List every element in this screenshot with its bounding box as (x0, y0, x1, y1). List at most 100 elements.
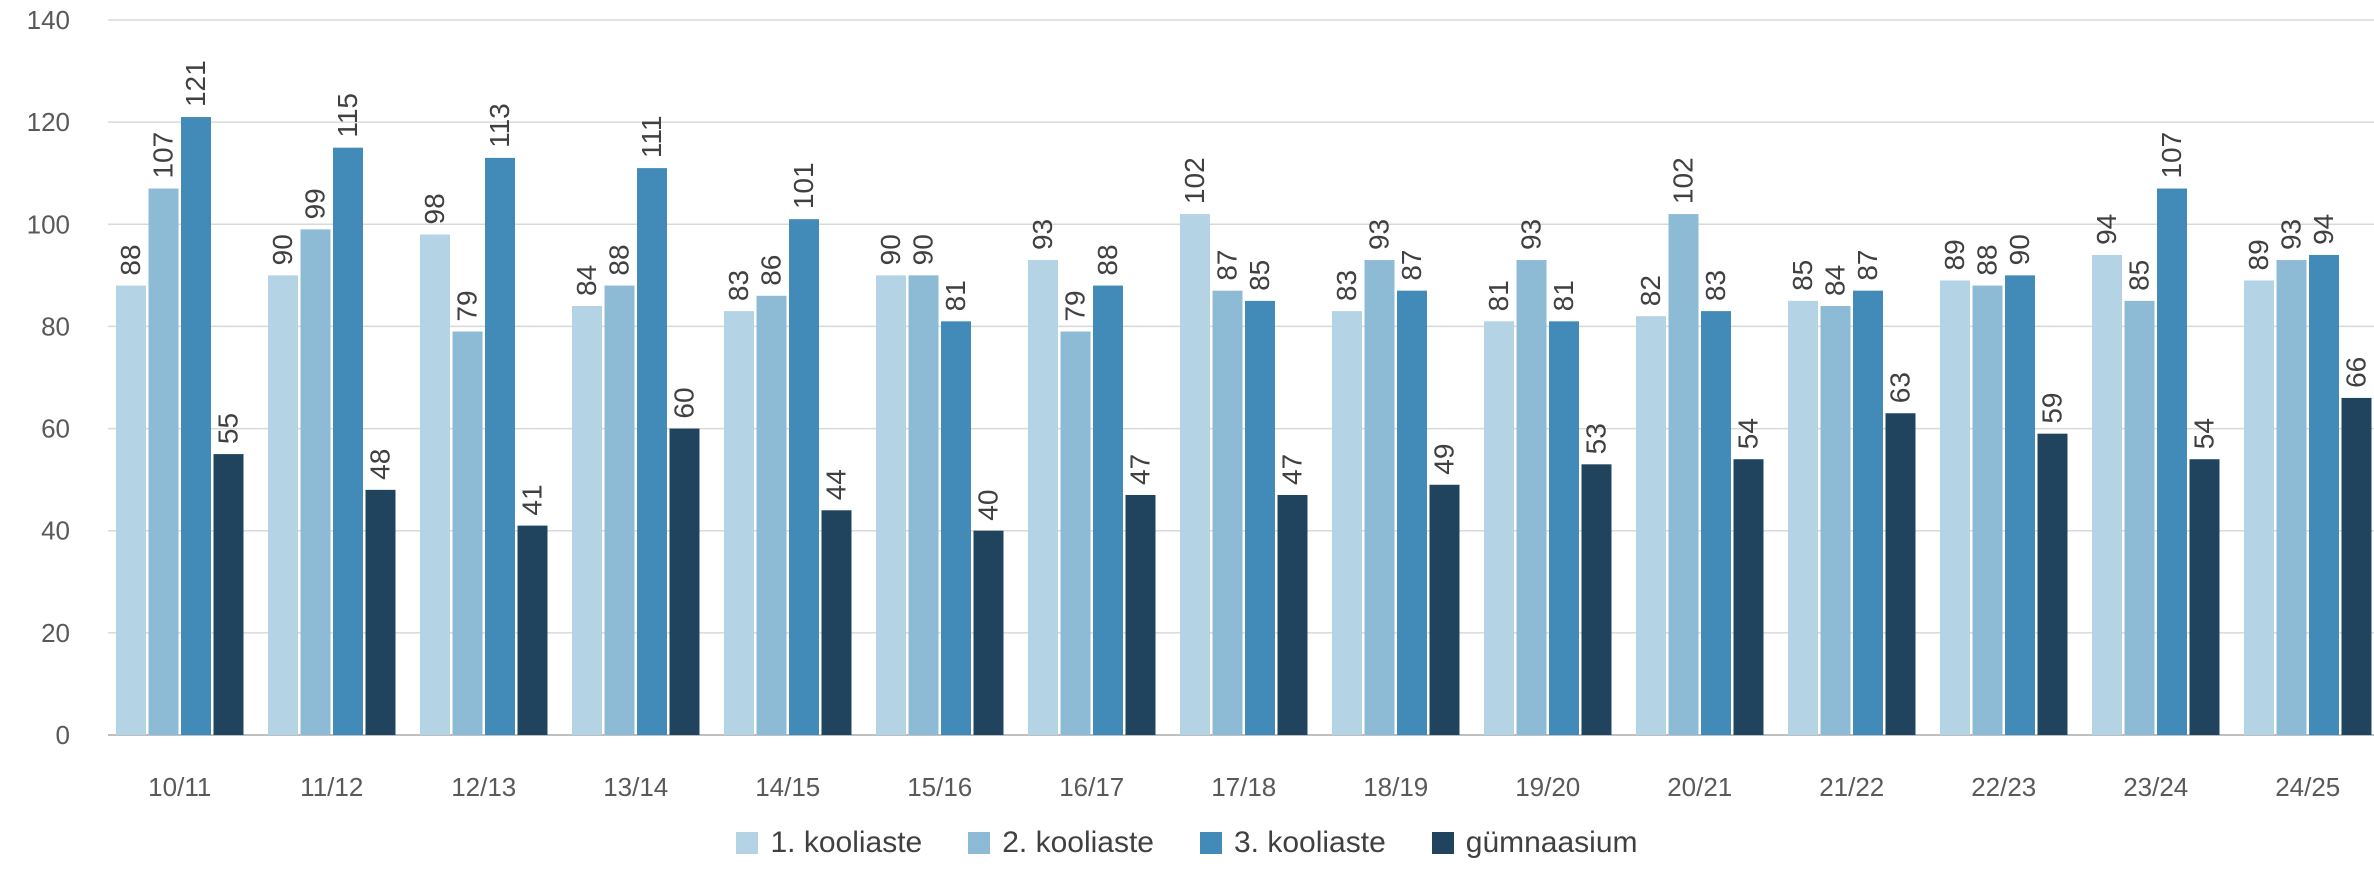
x-tick-label: 18/19 (1363, 772, 1428, 802)
data-label: 54 (1733, 418, 1764, 449)
bar (365, 489, 396, 735)
data-label: 94 (2308, 214, 2339, 245)
data-label: 107 (148, 132, 179, 179)
data-label: 98 (419, 193, 450, 224)
data-label: 83 (1700, 270, 1731, 301)
bar (1484, 321, 1514, 735)
data-label: 54 (2189, 418, 2220, 449)
data-label: 59 (2037, 393, 2068, 424)
data-label: 49 (1429, 444, 1460, 475)
bar (1277, 494, 1308, 735)
data-label: 102 (1668, 157, 1699, 204)
bar (1549, 321, 1579, 735)
bar (1820, 306, 1851, 735)
data-label: 93 (2276, 219, 2307, 250)
bar (876, 275, 906, 735)
bar (1516, 260, 1547, 735)
data-label: 93 (1364, 219, 1395, 250)
bar (181, 117, 211, 736)
legend-swatch-series-4 (1431, 832, 1454, 854)
bar (2244, 280, 2274, 735)
data-label: 94 (2091, 214, 2122, 245)
data-label: 85 (1244, 260, 1275, 291)
bar (1364, 260, 1395, 735)
data-label: 85 (2124, 260, 2155, 291)
x-tick-label: 22/23 (1971, 772, 2036, 802)
data-label: 90 (2004, 234, 2035, 265)
x-tick-label: 12/13 (451, 772, 516, 802)
data-label: 81 (1483, 280, 1514, 311)
bar (485, 157, 515, 736)
x-tick-label: 10/11 (148, 772, 211, 802)
bar (1972, 285, 2003, 735)
bar (148, 188, 179, 736)
data-label: 90 (267, 234, 298, 265)
bar (2092, 254, 2122, 735)
bar (1668, 214, 1699, 736)
bar (821, 510, 852, 735)
bar (1397, 290, 1427, 735)
data-label: 82 (1635, 275, 1666, 306)
bar (517, 525, 548, 735)
bar (572, 306, 602, 735)
data-label: 79 (452, 290, 483, 321)
data-label: 90 (875, 234, 906, 265)
data-label: 107 (2156, 132, 2187, 179)
legend-label-series-3: 3. kooliaste (1234, 826, 1386, 859)
data-label: 113 (484, 103, 515, 148)
x-tick-label: 14/15 (755, 772, 820, 802)
data-label: 88 (1092, 244, 1123, 275)
bar (2341, 397, 2372, 735)
x-tick-label: 21/22 (1819, 772, 1884, 802)
legend-label-series-1: 1. kooliaste (770, 826, 923, 859)
bar (1733, 459, 1764, 735)
bar (973, 530, 1004, 735)
data-label: 89 (1939, 239, 1970, 270)
bar (1245, 300, 1275, 735)
legend-item-series-4: gümnaasium (1431, 826, 1638, 860)
bar (116, 285, 146, 735)
data-label: 111 (636, 116, 667, 159)
bar (1701, 311, 1731, 735)
data-label: 88 (604, 244, 635, 275)
data-label: 79 (1060, 290, 1091, 321)
legend-item-series-1: 1. kooliaste (736, 826, 922, 860)
x-tick-label: 23/24 (2123, 772, 2188, 802)
bar (1093, 285, 1123, 735)
bars (116, 117, 2372, 736)
data-label: 85 (1787, 260, 1818, 291)
data-label: 87 (1852, 250, 1883, 281)
bar (1636, 316, 1666, 735)
data-label: 84 (1820, 265, 1851, 296)
y-tick-label: 20 (41, 618, 70, 648)
data-label: 115 (332, 93, 363, 138)
data-label: 48 (365, 449, 396, 480)
data-label: 93 (1516, 219, 1547, 250)
bar (2124, 300, 2155, 735)
x-tick-label: 16/17 (1059, 772, 1124, 802)
bar (1581, 464, 1612, 735)
bar (1125, 494, 1156, 735)
data-label: 83 (723, 270, 754, 301)
data-label: 101 (788, 162, 819, 209)
legend-swatch-series-1 (736, 832, 759, 854)
bar (2037, 433, 2068, 735)
y-tick-label: 80 (41, 311, 70, 341)
bar (1885, 413, 1916, 735)
data-label: 88 (1972, 244, 2003, 275)
data-label: 40 (973, 490, 1004, 521)
data-label: 53 (1581, 423, 1612, 454)
bar (789, 219, 819, 735)
legend-label-series-4: gümnaasium (1465, 826, 1638, 859)
x-tick-label: 19/20 (1515, 772, 1580, 802)
data-label: 88 (115, 244, 146, 275)
x-tick-label: 24/25 (2275, 772, 2340, 802)
y-tick-label: 120 (27, 107, 70, 137)
bar (452, 331, 483, 735)
data-label: 81 (1548, 280, 1579, 311)
data-label: 99 (300, 188, 331, 219)
data-label: 87 (1212, 250, 1243, 281)
y-tick-label: 0 (56, 720, 70, 750)
data-label: 66 (2341, 357, 2372, 388)
data-label: 81 (940, 280, 971, 311)
